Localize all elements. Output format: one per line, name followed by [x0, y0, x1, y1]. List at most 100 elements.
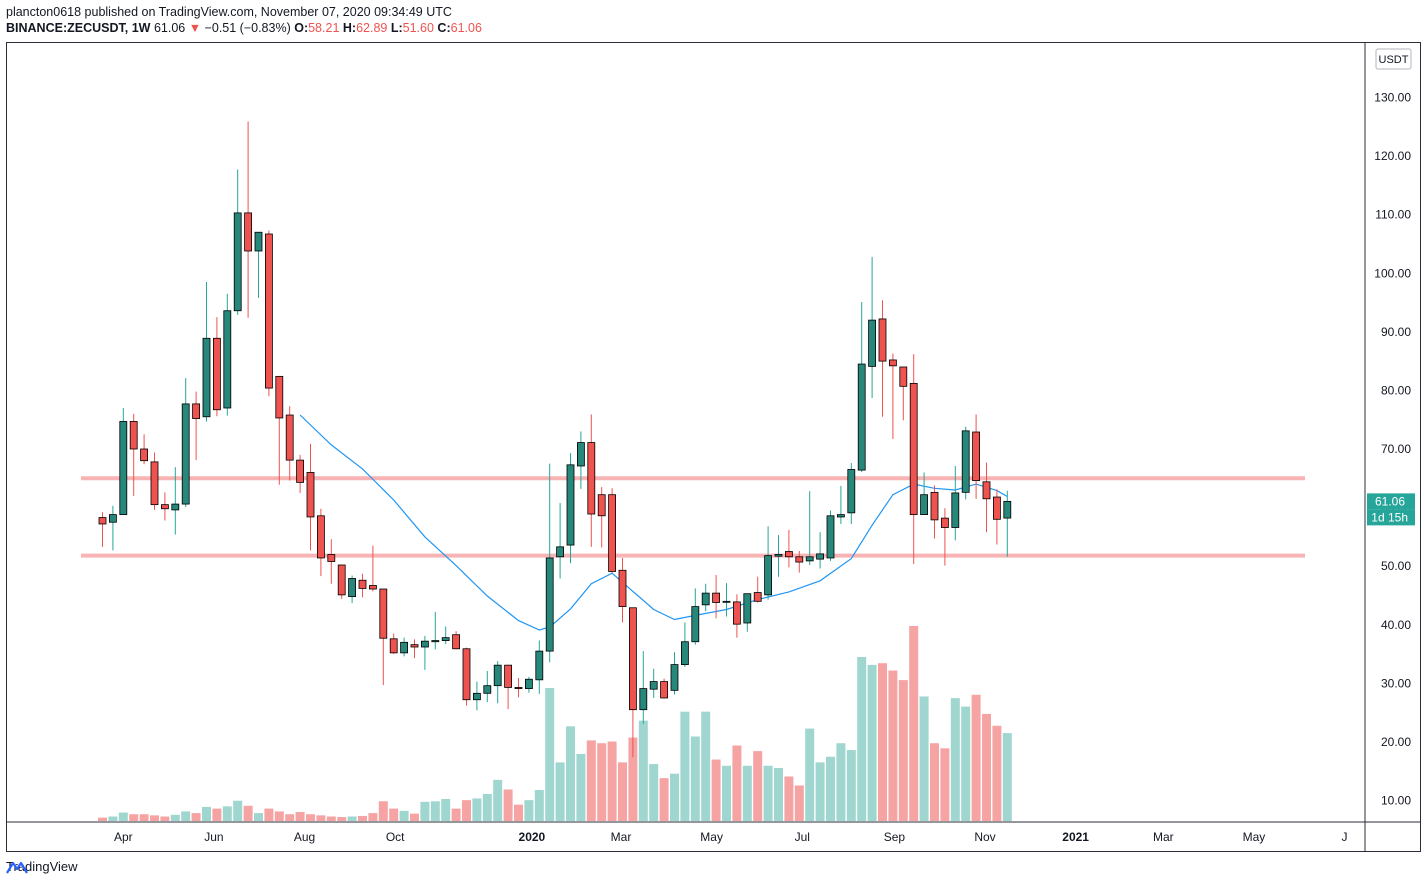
candle-body[interactable] — [1003, 500, 1012, 519]
candle-body[interactable] — [733, 601, 741, 625]
candle-body[interactable] — [566, 464, 575, 546]
candle-body[interactable] — [493, 664, 502, 687]
volume-bar — [909, 626, 919, 821]
candle-body[interactable] — [483, 685, 492, 694]
candle-body[interactable] — [785, 551, 793, 558]
candle-body[interactable] — [244, 212, 253, 252]
candle-body[interactable] — [712, 592, 720, 603]
candle-body[interactable] — [826, 515, 835, 559]
candle-body[interactable] — [223, 310, 232, 409]
candle-body[interactable] — [868, 319, 876, 367]
candle-body[interactable] — [670, 664, 679, 691]
candle-body[interactable] — [993, 496, 1001, 520]
candle-body[interactable] — [368, 585, 377, 590]
candle-body[interactable] — [348, 578, 357, 598]
candle-body[interactable] — [410, 644, 419, 648]
candle-body[interactable] — [909, 382, 918, 516]
candle-body[interactable] — [192, 403, 201, 419]
candle-body[interactable] — [504, 664, 513, 688]
candle-body[interactable] — [982, 481, 991, 500]
currency-box[interactable] — [1375, 48, 1412, 70]
candle-body[interactable] — [701, 592, 710, 606]
candle-body[interactable] — [316, 515, 325, 559]
candle-body[interactable] — [691, 606, 700, 643]
chart-frame[interactable] — [6, 42, 1421, 852]
low-value: 51.60 — [402, 21, 434, 35]
candle-body[interactable] — [805, 556, 814, 562]
candle-body[interactable] — [358, 579, 367, 589]
candle-body[interactable] — [889, 359, 897, 367]
candle-body[interactable] — [140, 448, 149, 462]
candle-body[interactable] — [681, 641, 689, 665]
candle-body[interactable] — [597, 494, 606, 517]
candle-body[interactable] — [837, 514, 845, 518]
candle-body[interactable] — [109, 514, 117, 523]
candle-body[interactable] — [441, 637, 450, 641]
candle-body[interactable] — [618, 569, 627, 607]
candle-body[interactable] — [753, 592, 762, 602]
volume-bar — [1002, 733, 1012, 821]
candle-body[interactable] — [629, 607, 637, 711]
candle-body[interactable] — [275, 375, 284, 419]
candle-body[interactable] — [389, 638, 398, 654]
symbol-label[interactable]: BINANCE:ZECUSDT, 1W — [6, 21, 151, 35]
candle-body[interactable] — [306, 472, 315, 518]
candle-body[interactable] — [972, 431, 980, 482]
candle-body[interactable] — [233, 212, 242, 312]
candle-body[interactable] — [98, 517, 107, 525]
candle-body[interactable] — [327, 554, 336, 562]
candle-body[interactable] — [816, 553, 824, 560]
currency-label[interactable]: USDT — [1379, 54, 1409, 66]
candle-body[interactable] — [202, 337, 211, 418]
candle-body[interactable] — [119, 421, 128, 516]
candle-body[interactable] — [129, 421, 138, 450]
candle-body[interactable] — [462, 648, 471, 701]
candle-body[interactable] — [150, 461, 159, 506]
candle-body[interactable] — [941, 517, 949, 528]
candle-body[interactable] — [160, 504, 169, 510]
candle-body[interactable] — [722, 600, 731, 603]
candle-body[interactable] — [608, 494, 616, 572]
candle-body[interactable] — [254, 231, 263, 252]
candle-body[interactable] — [649, 681, 658, 690]
candle-body[interactable] — [400, 641, 409, 654]
candle-body[interactable] — [472, 692, 481, 701]
candle-body[interactable] — [660, 681, 668, 699]
tradingview-logo-icon[interactable] — [6, 859, 28, 875]
candle-body[interactable] — [743, 593, 752, 624]
candle-body[interactable] — [951, 492, 960, 528]
candle-body[interactable] — [961, 430, 970, 493]
candle-body[interactable] — [452, 634, 461, 650]
candle-body[interactable] — [420, 640, 429, 648]
candle-body[interactable] — [264, 233, 273, 389]
candle-body[interactable] — [556, 546, 564, 558]
candle-body[interactable] — [431, 640, 440, 643]
candle-body[interactable] — [379, 588, 388, 639]
candle-body[interactable] — [525, 678, 533, 690]
candle-body[interactable] — [764, 555, 772, 596]
candle-body[interactable] — [920, 494, 928, 516]
candle-body[interactable] — [587, 442, 596, 515]
volume-bar — [493, 779, 503, 821]
candle-body[interactable] — [212, 337, 221, 411]
candle-body[interactable] — [795, 556, 804, 563]
brand-name[interactable]: TradingView — [6, 859, 78, 874]
candle-body[interactable] — [878, 318, 887, 362]
candle-body[interactable] — [337, 564, 346, 596]
candle-body[interactable] — [514, 687, 523, 690]
candle-body[interactable] — [857, 363, 866, 471]
candle-body[interactable] — [181, 403, 190, 505]
candle-body[interactable] — [847, 469, 856, 514]
candle-body[interactable] — [171, 503, 180, 511]
candle-body[interactable] — [535, 650, 544, 681]
candle-body[interactable] — [285, 414, 294, 461]
volume-bar — [222, 806, 232, 821]
candle-body[interactable] — [899, 366, 908, 387]
candle-body[interactable] — [639, 688, 648, 711]
candle-body[interactable] — [296, 459, 305, 483]
candle-body[interactable] — [930, 491, 939, 521]
candle-body[interactable] — [774, 554, 783, 557]
candle-body[interactable] — [577, 442, 585, 467]
candle-body[interactable] — [545, 557, 554, 652]
